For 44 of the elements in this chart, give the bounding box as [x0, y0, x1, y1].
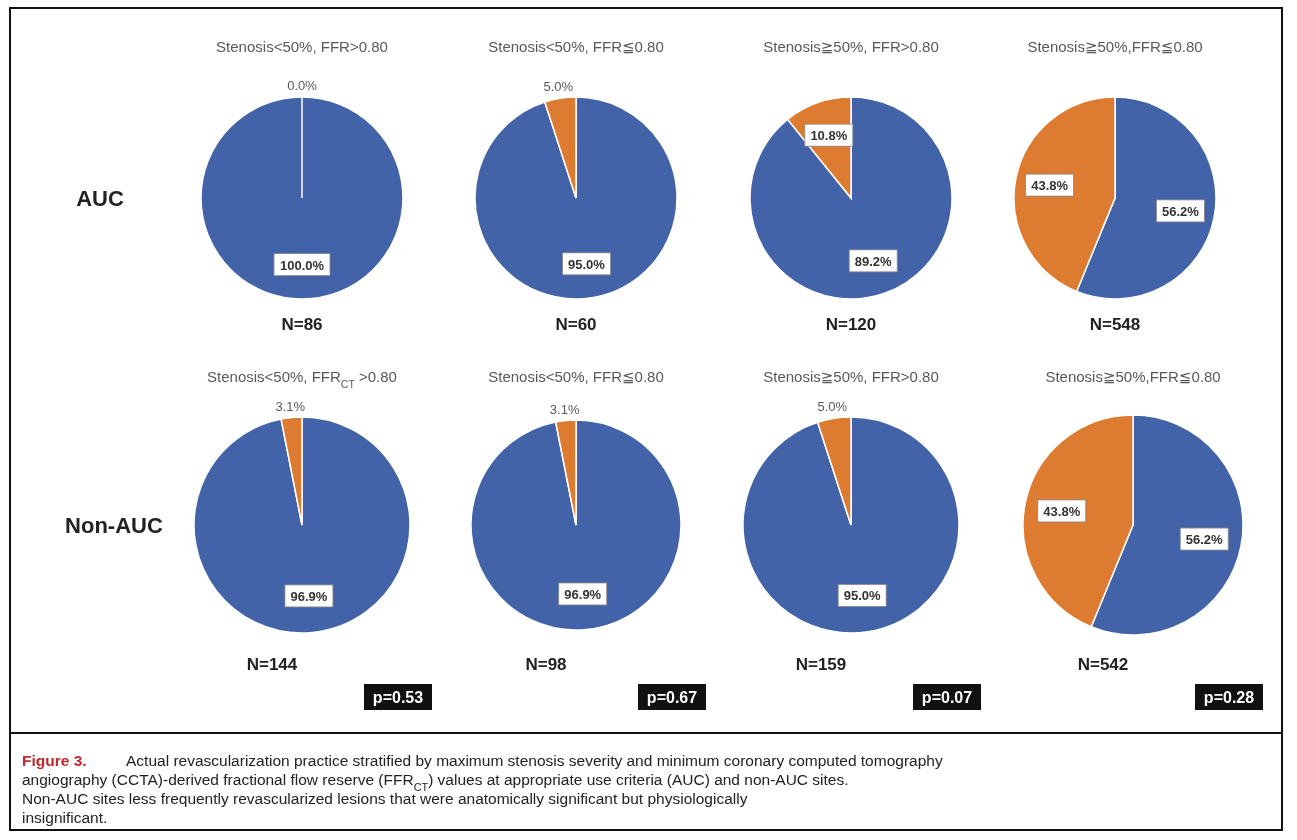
data-label: 43.8%: [1043, 503, 1081, 519]
chart-title: Stenosis<50%, FFR≦0.80: [488, 368, 664, 385]
text: 0.0%: [287, 78, 317, 93]
data-label: 10.8%: [810, 128, 848, 144]
data-label: 100.0%: [279, 257, 325, 273]
pie-slice: [742, 416, 960, 634]
text: Figure 3. Actual revascularization practice stratified by maximum stenosis severity and minimum coronary computed tomography angiography (CCTA)-derived fractional flow reserve (FFR$_{CT}$) values at appropriate use criteria (AUC) and non-AUC sites. Non-AUC sites less frequently revascularized lesions that were anatomically significant but physiologically insignificant.: [22, 752, 943, 826]
data-label: 3.1%: [275, 398, 306, 414]
text: N=548: [1089, 315, 1141, 334]
pie-slice: [749, 96, 953, 300]
data-label: 5.0%: [817, 399, 848, 415]
data-label: 89.2%: [854, 253, 893, 269]
chart-title: Stenosis≧50%, FFR>0.80: [763, 38, 939, 55]
data-label: 3.1%: [549, 401, 580, 417]
data-label: 96.9%: [290, 588, 328, 604]
text: N=120: [825, 315, 877, 334]
text: N=159: [795, 655, 847, 674]
chart-title: Stenosis<50%, FFR≦0.80: [488, 38, 664, 55]
chart-title: Stenosis<50%, FFR>0.80: [216, 38, 388, 55]
chart-title: Stenosis≧50%,FFR≦0.80: [1045, 368, 1221, 385]
data-label: 43.8%: [1031, 178, 1069, 194]
data-label: 95.0%: [567, 256, 606, 272]
chart-title: Stenosis≧50%,FFR≦0.80: [1027, 38, 1203, 55]
data-label: 56.2%: [1161, 203, 1200, 219]
data-label: 5.0%: [543, 79, 574, 95]
pie-slice: [470, 419, 682, 631]
text: p=0.28: [1203, 689, 1255, 706]
data-label: 95.0%: [843, 588, 882, 604]
text: p=0.53: [372, 689, 424, 706]
text: N=98: [525, 655, 567, 674]
data-label: 96.9%: [564, 586, 602, 602]
chart-title: Stenosis<50%, FFR$_{CT}$ >0.80: [207, 368, 397, 390]
pie-slice: [193, 416, 411, 634]
text: AUC: [76, 186, 124, 211]
data-label: 56.2%: [1185, 532, 1224, 548]
pie-slice: [474, 96, 678, 300]
text: N=144: [246, 655, 298, 674]
text: p=0.07: [921, 689, 973, 706]
chart-title: Stenosis≧50%, FFR>0.80: [763, 368, 939, 385]
text: N=86: [281, 315, 323, 334]
text: N=542: [1077, 655, 1129, 674]
text: N=60: [555, 315, 597, 334]
text: Non-AUC: [65, 513, 163, 538]
text: p=0.67: [646, 689, 698, 706]
